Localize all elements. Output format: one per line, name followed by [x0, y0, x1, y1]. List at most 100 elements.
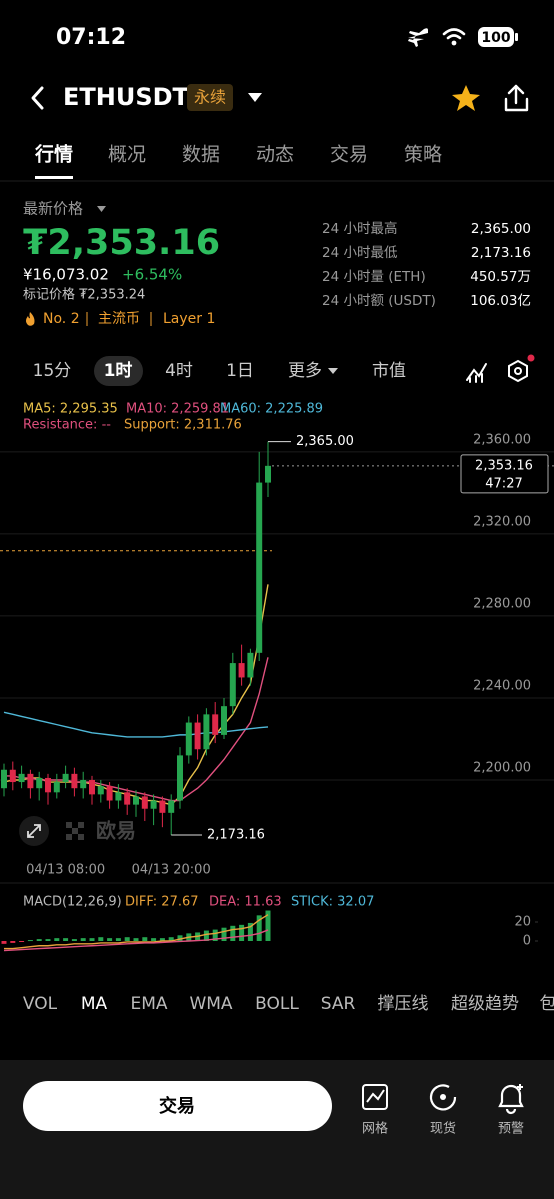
- indicator-settings[interactable]: [466, 363, 487, 383]
- more-dropdown[interactable]: [328, 368, 338, 374]
- indicator[interactable]: SAR: [321, 994, 356, 1014]
- symbol[interactable]: ETHUSDT: [63, 83, 190, 111]
- alert-plus: [517, 1084, 523, 1090]
- logo-mark: [66, 822, 84, 840]
- tab[interactable]: 策略: [404, 144, 442, 166]
- wifi-icon: [442, 28, 466, 40]
- diff-legend: DIFF: 27.67: [125, 895, 199, 910]
- stat-label: 24 小时最低: [322, 245, 398, 261]
- y-tick-label: 2,280.00: [473, 596, 531, 611]
- trade-label: 交易: [159, 1095, 195, 1117]
- macd-bar: [142, 937, 148, 941]
- stat-value: 2,173.16: [471, 245, 531, 261]
- candle-body: [150, 800, 157, 809]
- macd-bar: [151, 938, 157, 941]
- timeframe[interactable]: 1日: [226, 361, 254, 381]
- favorite-star[interactable]: [452, 85, 480, 111]
- macd-bar: [45, 939, 51, 941]
- price-dropdown[interactable]: [97, 206, 106, 212]
- flame-icon: [26, 312, 35, 326]
- y-tick-label: 2,240.00: [473, 678, 531, 693]
- timeframe[interactable]: 市值: [372, 361, 406, 381]
- tab[interactable]: 动态: [256, 144, 294, 166]
- candle-body: [159, 800, 166, 813]
- dea-line: [3, 929, 269, 952]
- ma-legend: MA5: 2,295.35: [23, 402, 118, 417]
- timeframe[interactable]: 1时: [104, 361, 133, 381]
- timeframe[interactable]: 更多: [288, 361, 322, 381]
- macd-bar: [239, 924, 245, 941]
- macd-bar: [98, 937, 104, 941]
- dea-legend: DEA: 11.63: [209, 895, 282, 910]
- macd-bar: [10, 941, 16, 943]
- high-label: 2,365.00: [296, 434, 354, 449]
- macd-bar: [247, 922, 253, 941]
- indicator[interactable]: 撑压线: [378, 994, 429, 1014]
- tab[interactable]: 行情: [34, 143, 73, 166]
- macd-bar: [54, 938, 60, 941]
- grid-icon[interactable]: [362, 1084, 388, 1110]
- ma-legend: MA10: 2,259.81: [126, 402, 229, 417]
- candle-body: [212, 714, 219, 735]
- candle-body: [80, 780, 87, 789]
- stat-value: 106.03亿: [470, 293, 531, 309]
- candle-body: [97, 786, 104, 795]
- indicator[interactable]: VOL: [23, 994, 58, 1014]
- low-label: 2,173.16: [207, 828, 265, 843]
- rank: No. 2: [43, 311, 80, 327]
- candle-body: [36, 777, 43, 789]
- indicator[interactable]: 超级趋势: [451, 994, 519, 1014]
- stat-value: 450.57万: [470, 269, 531, 285]
- back-button[interactable]: [31, 86, 44, 110]
- macd-bar: [27, 940, 33, 942]
- trade-button[interactable]: [23, 1081, 332, 1131]
- tab-bar: 行情 概况 数据 动态 交易 策略: [34, 143, 442, 166]
- candle-body: [1, 769, 7, 789]
- candle-body: [247, 652, 254, 678]
- macd-bar: [1, 941, 7, 944]
- y-tick-label: 20: [514, 915, 531, 930]
- price-chart: 2,360.00 2,320.00 2,280.00 2,240.00 2,200.00…: [0, 432, 554, 878]
- chart-settings[interactable]: [508, 359, 528, 383]
- stat-label: 24 小时额 (USDT): [322, 293, 436, 309]
- candle-body: [238, 663, 245, 678]
- change: +6.54%: [122, 266, 182, 284]
- candle-body: [53, 782, 60, 793]
- stat-value: 2,365.00: [471, 221, 531, 237]
- candle-body: [115, 792, 122, 801]
- macd-bar: [221, 927, 227, 941]
- badge-bg: [187, 84, 233, 111]
- macd-bar: [230, 925, 236, 941]
- alert-icon[interactable]: [498, 1084, 524, 1115]
- indicator[interactable]: EMA: [130, 994, 167, 1014]
- timeframe[interactable]: 15分: [33, 361, 72, 381]
- macd-bar: [177, 935, 183, 941]
- resistance: Resistance: --: [23, 418, 111, 433]
- timeframe[interactable]: 4时: [165, 361, 193, 381]
- macd-bar: [159, 938, 165, 941]
- cny-price: ¥16,073.02: [23, 266, 109, 284]
- indicator[interactable]: WMA: [189, 994, 232, 1014]
- macd-bar: [124, 937, 130, 941]
- support-legend: Support: 2,311.76: [124, 418, 242, 433]
- share-button[interactable]: [504, 84, 529, 112]
- spot-icon[interactable]: [429, 1084, 457, 1111]
- macd-bar: [115, 938, 121, 941]
- stats: 24 小时最高 2,365.00 24 小时最低 2,173.16 24 小时量 (ET…: [322, 220, 531, 309]
- indicator[interactable]: MA: [81, 994, 108, 1014]
- diff-line: [4, 914, 269, 950]
- stat-label: 24 小时量 (ETH): [322, 269, 426, 285]
- indicator[interactable]: 包: [540, 994, 554, 1014]
- candle-body: [106, 786, 113, 801]
- spot-icon-dot: [440, 1094, 446, 1100]
- tab[interactable]: 概况: [108, 144, 146, 166]
- macd-bar: [19, 941, 25, 942]
- symbol-dropdown[interactable]: [248, 93, 262, 102]
- tab[interactable]: 交易: [330, 144, 368, 166]
- x-tick-label: 04/13 20:00: [132, 863, 211, 878]
- grid-label: 网格: [362, 1121, 388, 1137]
- battery-tip: [515, 33, 518, 41]
- indicator[interactable]: BOLL: [255, 994, 299, 1014]
- tab[interactable]: 数据: [182, 144, 220, 166]
